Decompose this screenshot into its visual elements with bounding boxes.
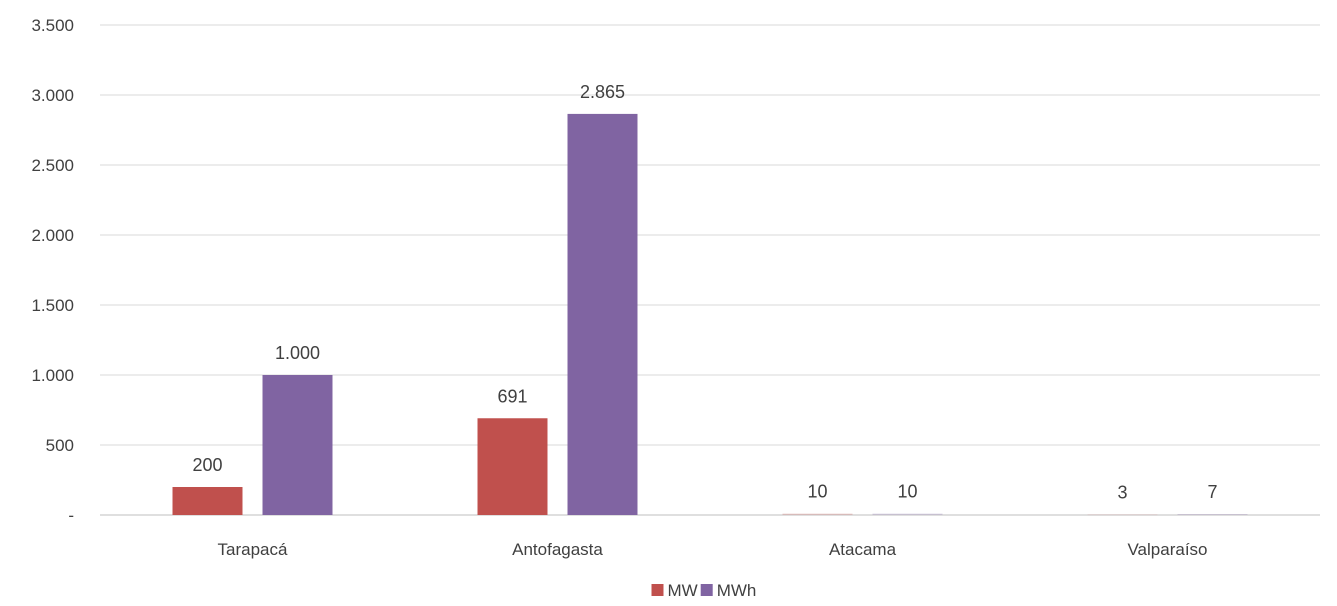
y-tick-label: 2.500 [31,156,74,175]
category-label: Valparaíso [1127,540,1207,559]
bar-mwh [872,513,943,515]
data-label: 3 [1117,483,1127,503]
y-tick-label: 3.500 [31,16,74,35]
bar-mw [1087,514,1158,516]
y-tick-label: 2.000 [31,226,74,245]
y-axis-tick-labels: - 500 1.000 1.500 2.000 2.500 3.000 3.500 [31,16,74,525]
legend-swatch-mw [651,584,664,596]
legend-label-mw: MW [668,581,698,600]
legend-swatch-mwh [700,584,713,596]
bar-mw [477,418,548,515]
data-label: 1.000 [275,343,320,363]
data-label: 691 [497,386,527,406]
category-label: Tarapacá [218,540,288,559]
bar-mw [172,487,243,515]
data-label: 7 [1207,482,1217,502]
bar-mwh [1177,514,1248,515]
bar-mwh [262,375,333,515]
bars [172,113,1248,516]
category-label: Atacama [829,540,897,559]
data-label: 10 [807,482,827,502]
y-tick-label: 500 [46,436,74,455]
y-tick-label: - [68,506,74,525]
y-tick-label: 1.000 [31,366,74,385]
bar-mw [782,513,853,515]
category-label: Antofagasta [512,540,603,559]
legend: MW MWh [651,581,757,600]
x-axis-category-labels: Tarapacá Antofagasta Atacama Valparaíso [218,540,1208,559]
data-label: 2.865 [580,82,625,102]
data-labels: 200 1.000 691 2.865 10 10 3 7 [192,82,1217,503]
y-tick-label: 3.000 [31,86,74,105]
legend-label-mwh: MWh [717,581,757,600]
data-label: 10 [897,482,917,502]
y-tick-label: 1.500 [31,296,74,315]
data-label: 200 [192,455,222,475]
bar-mwh [567,113,638,516]
